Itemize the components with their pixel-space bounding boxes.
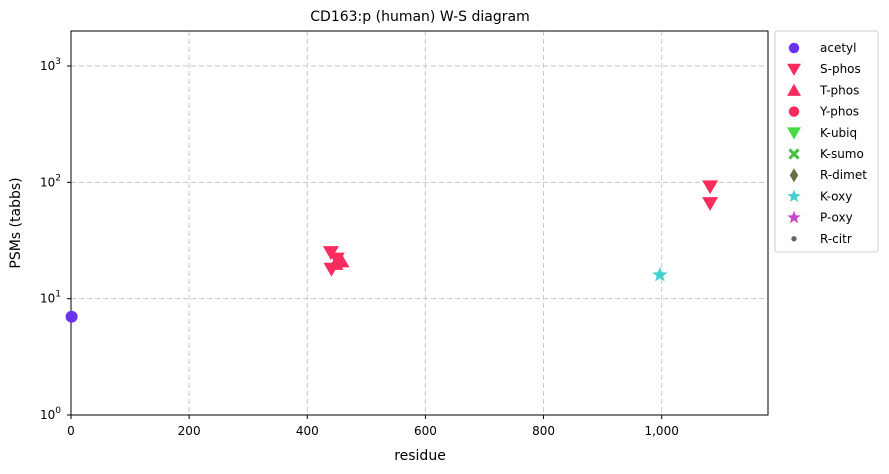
legend-label-acetyl: acetyl [820, 41, 856, 55]
legend-marker-p-oxy [787, 210, 801, 224]
legend-label-k-ubiq: K-ubiq [820, 126, 857, 140]
legend-frame [774, 30, 879, 253]
legend-marker-acetyl [788, 42, 800, 54]
legend-label-y-phos: Y-phos [819, 105, 859, 119]
legend-marker-r-dimet [789, 168, 799, 183]
data-point-s-phos [702, 180, 719, 195]
data-point-t-phos [327, 256, 344, 270]
y-tick-label: 102 [40, 173, 61, 189]
data-point-s-phos [702, 197, 719, 211]
legend-marker-r-citr [791, 236, 797, 242]
legend-label-p-oxy: P-oxy [820, 211, 853, 225]
legend: acetyl S-phos T-phos Y-phos K-ubiq K-sumo R-di… [774, 30, 879, 253]
x-tick-label: 200 [178, 424, 201, 438]
legend-marker-k-sumo [788, 148, 800, 160]
x-axis: 0 200 400 600 800 1,000 [67, 415, 679, 438]
legend-label-r-citr: R-citr [820, 232, 852, 246]
plot-area [70, 30, 769, 416]
legend-marker-k-ubiq [787, 127, 801, 140]
data-point-acetyl [65, 310, 78, 323]
data-points [65, 180, 719, 323]
grid-lines [71, 31, 768, 415]
x-tick-label: 1,000 [644, 424, 678, 438]
legend-marker-s-phos [787, 63, 801, 76]
legend-marker-k-oxy [787, 189, 801, 203]
x-tick-label: 800 [532, 424, 555, 438]
y-axis-label: PSMs (tabbs) [8, 177, 24, 268]
legend-label-k-sumo: K-sumo [820, 147, 864, 161]
data-point-k-oxy [652, 266, 668, 282]
x-tick-label: 0 [67, 424, 75, 438]
legend-label-r-dimet: R-dimet [820, 168, 867, 182]
x-tick-label: 400 [296, 424, 319, 438]
x-axis-label: residue [394, 448, 446, 464]
chart-title: CD163:p (human) W-S diagram [310, 9, 529, 25]
legend-label-s-phos: S-phos [820, 62, 861, 76]
y-tick-label: 100 [40, 406, 61, 422]
y-axis: 100 101 102 103 [40, 57, 71, 422]
legend-label-t-phos: T-phos [819, 83, 859, 97]
x-tick-label: 600 [414, 424, 437, 438]
y-tick-label: 103 [40, 57, 61, 73]
legend-marker-y-phos [788, 106, 800, 117]
legend-marker-t-phos [787, 83, 801, 96]
legend-label-k-oxy: K-oxy [820, 189, 852, 203]
y-tick-label: 101 [40, 290, 61, 306]
